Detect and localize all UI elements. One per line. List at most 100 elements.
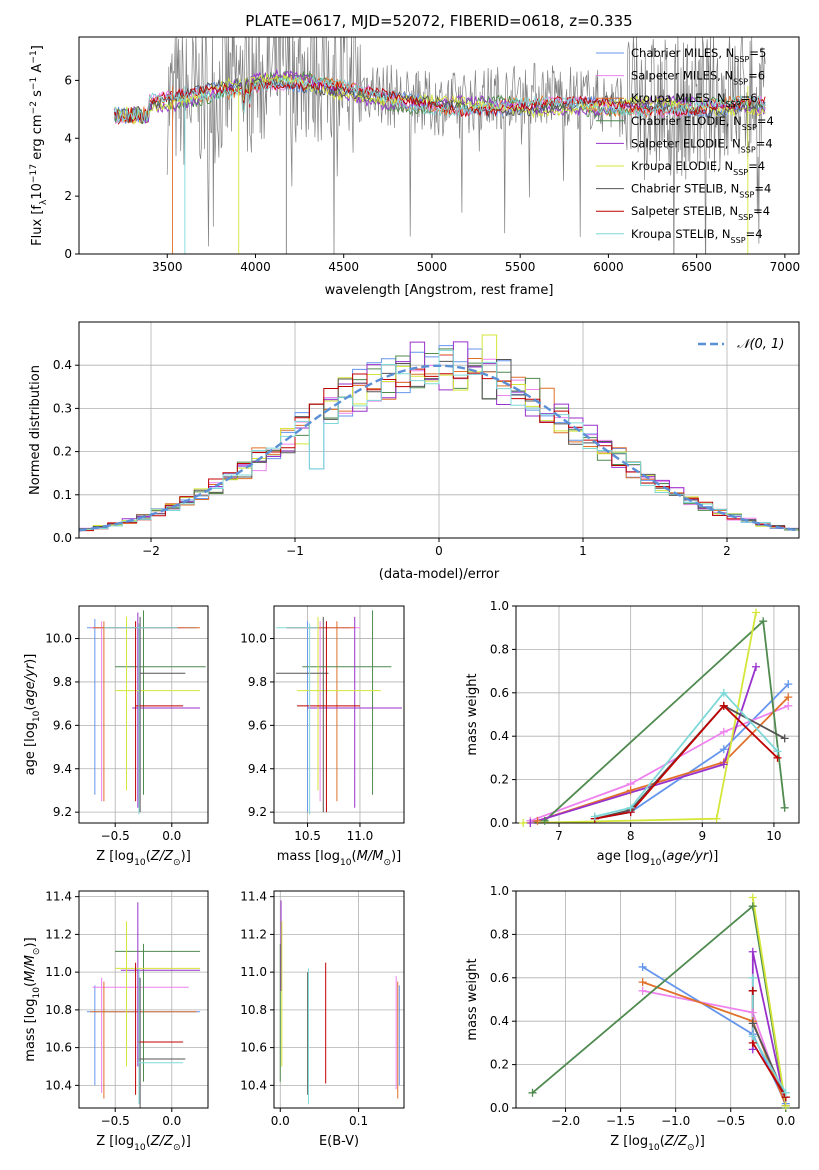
y-axis-label: mass weight: [465, 958, 480, 1040]
y-tick-label: 0.2: [53, 445, 72, 459]
y-tick-label: 9.6: [248, 718, 267, 732]
plus-marker: [533, 816, 542, 825]
plus-marker: [719, 701, 728, 710]
plus-marker: [638, 978, 647, 987]
axes-weight-vs-age: 7 8 9 10 0.0 0.2 0.4 0.6 0.8 1.0 age [log10(age/yr…: [465, 599, 800, 868]
legend-entry: Kroupa MILES, NSSP=6: [631, 91, 758, 109]
plot-area: [523, 612, 789, 823]
legend-entry: 𝒩(0, 1): [737, 337, 784, 352]
y-tick-label: 9.8: [248, 675, 267, 689]
legend-entry: Chabrier ELODIE, NSSP=4: [631, 114, 774, 132]
x-tick-label: 6500: [681, 260, 712, 274]
x-tick-label: −2: [142, 544, 160, 558]
y-tick-label: 4: [64, 131, 72, 145]
x-tick-label: 9: [698, 829, 706, 843]
x-tick-label: 7: [555, 829, 563, 843]
plus-marker: [748, 1008, 757, 1017]
x-tick-label: 3500: [152, 260, 183, 274]
x-tick-label: 4500: [328, 260, 359, 274]
x-tick-label: 6000: [593, 260, 624, 274]
weight-series-0: [642, 966, 787, 1105]
x-tick-label: −0.5: [716, 1114, 745, 1128]
y-tick-label: 2: [64, 189, 72, 203]
axes-age-vs-mass: 10.5 11.0 9.2 9.4 9.6 9.8 10.0 mass [log10(M/M⊙…: [240, 605, 405, 868]
axes-frame: [78, 605, 209, 824]
y-tick-label: 0.0: [53, 531, 72, 545]
model-spectrum-5: [114, 72, 766, 125]
plot-area: [276, 610, 402, 815]
x-tick-label: −1.5: [606, 1114, 635, 1128]
x-tick-label: 10.5: [294, 829, 321, 843]
axes-frame: [273, 605, 405, 824]
plus-marker: [784, 693, 793, 702]
figure-title: PLATE=0617, MJD=52072, FIBERID=0618, z=0…: [245, 12, 633, 30]
plot-area: [531, 897, 787, 1108]
x-axis-label: (data-model)/error: [379, 567, 500, 582]
x-tick-label: 5000: [417, 260, 448, 274]
plus-marker: [752, 608, 761, 617]
y-tick-label: 9.6: [53, 718, 72, 732]
plus-marker: [590, 812, 599, 821]
y-tick-label: 0: [64, 247, 72, 261]
plus-marker: [626, 786, 635, 795]
x-tick-label: 8: [627, 829, 635, 843]
plus-marker: [526, 819, 535, 827]
plus-marker: [781, 1101, 790, 1110]
weight-series-6: [594, 704, 786, 820]
weight-series-3: [531, 904, 787, 1108]
weight-series-7: [594, 704, 779, 820]
legend-entry: Salpeter MILES, NSSP=6: [631, 69, 765, 87]
axes-residual-hist: −2 −1 0 1 2 0.0 0.1 0.2 0.3 0.4 𝒩(0, 1) (data-model…: [28, 321, 800, 582]
plus-marker: [748, 902, 757, 911]
y-tick-label: 10.0: [45, 632, 72, 646]
y-tick-label: 11.4: [240, 890, 267, 904]
plus-marker: [719, 745, 728, 754]
plus-marker: [638, 962, 647, 971]
y-tick-label: 11.2: [45, 927, 72, 941]
plot-area: [86, 610, 206, 815]
plus-marker: [748, 1032, 757, 1041]
x-tick-label: 0.0: [162, 1114, 181, 1128]
legend-entry: Salpeter STELIB, NSSP=4: [631, 204, 770, 222]
plus-marker: [748, 893, 757, 902]
x-tick-label: −0.5: [101, 1114, 130, 1128]
plus-marker: [519, 819, 528, 827]
y-tick-label: 11.2: [240, 927, 267, 941]
y-tick-label: 10.6: [240, 1041, 267, 1055]
y-axis-label: Normed distribution: [28, 365, 43, 495]
weight-series-2: [537, 696, 789, 822]
y-tick-label: 10.0: [240, 632, 267, 646]
axes-frame: [515, 605, 800, 824]
y-tick-label: 0.6: [490, 686, 509, 700]
plus-marker: [540, 816, 549, 825]
axes-frame: [515, 890, 800, 1109]
y-tick-label: 0.4: [490, 1014, 509, 1028]
x-axis-label: wavelength [Angstrom, rest frame]: [325, 283, 554, 298]
y-tick-label: 1.0: [490, 884, 509, 898]
y-tick-label: 0.0: [490, 1101, 509, 1115]
plus-marker: [748, 947, 757, 956]
axes-age-vs-Z: −0.5 0.0 9.2 9.4 9.6 9.8 10.0 Z [log10(Z/Z⊙)] ag…: [23, 605, 209, 868]
weight-series-5: [751, 897, 787, 1106]
axes-spectrum: 3500 4000 4500 5000 5500 6000 6500 7000 0 2 4 6 wave…: [29, 36, 801, 298]
y-tick-label: 11.4: [45, 890, 72, 904]
y-tick-label: 0.3: [53, 401, 72, 415]
plus-marker: [759, 617, 768, 626]
weight-series-5: [523, 612, 757, 823]
axes-frame: [78, 36, 800, 255]
y-tick-label: 0.8: [490, 642, 509, 656]
y-tick-label: 0.2: [490, 773, 509, 787]
plus-marker: [748, 986, 757, 995]
legend-entry: Chabrier MILES, NSSP=5: [631, 46, 766, 64]
weight-series-8: [594, 691, 779, 818]
x-tick-label: 7000: [770, 260, 801, 274]
x-tick-label: −0.5: [101, 829, 130, 843]
plus-marker: [748, 1019, 757, 1028]
y-axis-label: age [log10(age/yr)]: [23, 654, 42, 776]
y-tick-label: 10.6: [45, 1041, 72, 1055]
y-tick-label: 10.8: [240, 1003, 267, 1017]
plus-marker: [719, 688, 728, 697]
x-tick-label: 0: [435, 544, 443, 558]
